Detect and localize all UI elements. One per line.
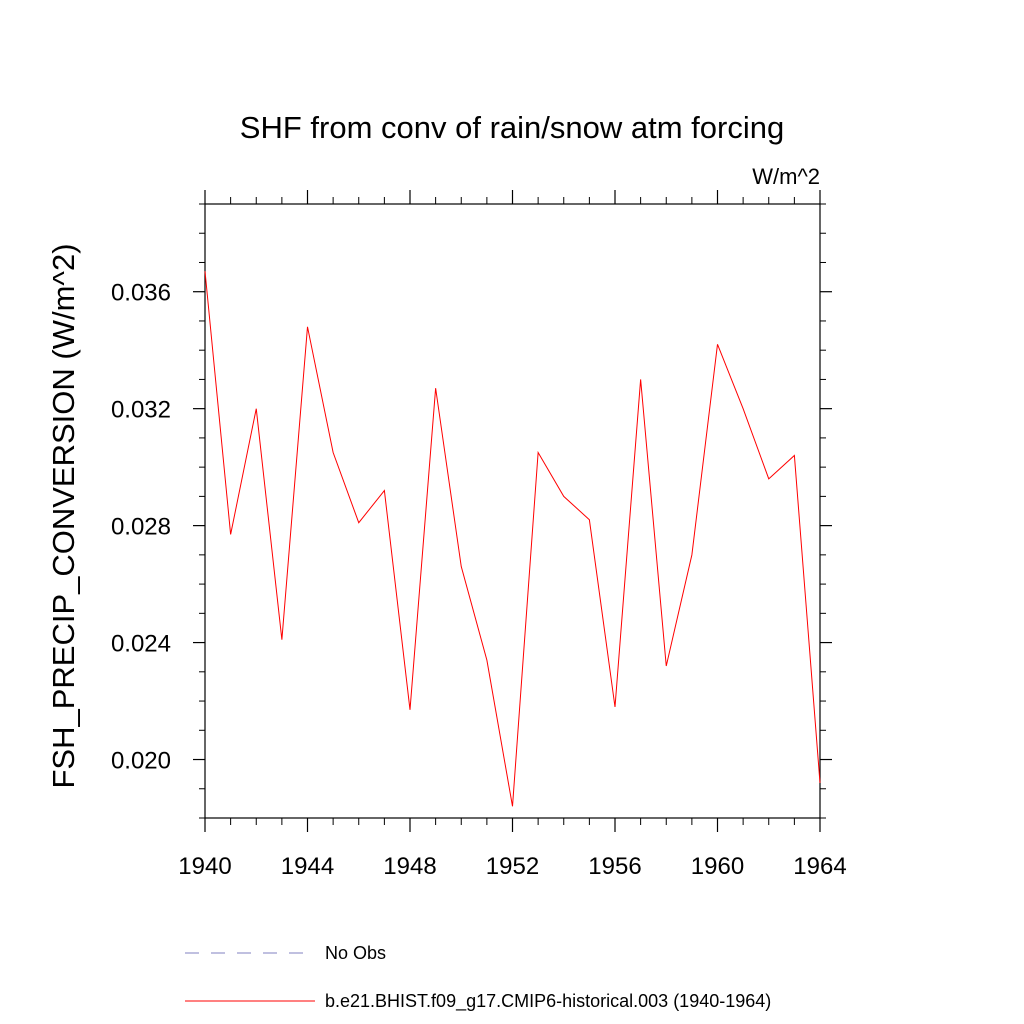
legend-label-no-obs: No Obs bbox=[325, 943, 386, 963]
x-tick-label: 1940 bbox=[178, 853, 231, 880]
chart-title: SHF from conv of rain/snow atm forcing bbox=[240, 110, 784, 145]
x-tick-label: 1948 bbox=[383, 853, 436, 880]
minor-ticks bbox=[199, 197, 826, 825]
y-tick-label: 0.036 bbox=[111, 280, 171, 307]
x-tick-label: 1960 bbox=[691, 853, 744, 880]
x-tick-labels: 1940 1944 1948 1952 1956 1960 1964 bbox=[178, 853, 846, 880]
legend: No Obs b.e21.BHIST.f09_g17.CMIP6-histori… bbox=[185, 943, 771, 1012]
x-tick-label: 1952 bbox=[486, 853, 539, 880]
y-tick-label: 0.020 bbox=[111, 748, 171, 775]
x-tick-label: 1956 bbox=[588, 853, 641, 880]
series-line bbox=[204, 271, 821, 807]
units-label: W/m^2 bbox=[752, 164, 820, 189]
y-tick-label: 0.024 bbox=[111, 631, 171, 658]
x-tick-label: 1964 bbox=[793, 853, 846, 880]
legend-label-historical: b.e21.BHIST.f09_g17.CMIP6-historical.003… bbox=[325, 991, 771, 1012]
y-tick-label: 0.028 bbox=[111, 514, 171, 541]
y-axis-label: FSH_PRECIP_CONVERSION (W/m^2) bbox=[46, 243, 81, 788]
plot-frame bbox=[204, 203, 821, 819]
series-layer bbox=[204, 271, 821, 807]
y-tick-labels: 0.020 0.024 0.028 0.032 0.036 bbox=[111, 280, 171, 775]
x-tick-label: 1944 bbox=[281, 853, 334, 880]
major-ticks bbox=[193, 190, 832, 832]
y-tick-label: 0.032 bbox=[111, 397, 171, 424]
